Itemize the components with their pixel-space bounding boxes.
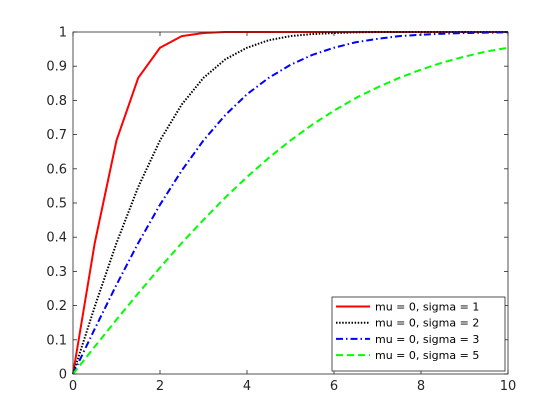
legend-label: mu = 0, sigma = 3 xyxy=(375,333,479,346)
y-tick-label: 0.4 xyxy=(46,231,67,246)
y-axis: 0 0.1 0.2 0.3 0.4 0.5 0.6 0.7 0.8 0.9 1 xyxy=(46,26,508,383)
legend-label: mu = 0, sigma = 5 xyxy=(375,349,479,362)
x-axis: 0 2 4 6 8 10 xyxy=(69,32,516,394)
y-tick-label: 0.9 xyxy=(46,60,67,75)
x-tick-label: 2 xyxy=(156,379,164,394)
y-tick-label: 0.5 xyxy=(46,197,67,212)
y-tick-label: 0.7 xyxy=(46,128,67,143)
y-tick-label: 0.2 xyxy=(46,299,67,314)
series-line-4 xyxy=(72,46,509,375)
y-tick-label: 0.1 xyxy=(46,333,67,348)
x-tick-label: 8 xyxy=(417,379,425,394)
x-tick-label: 10 xyxy=(500,379,517,394)
x-tick-label: 6 xyxy=(330,379,338,394)
y-tick-label: 1 xyxy=(59,26,67,41)
legend-box xyxy=(331,296,506,372)
legend-label: mu = 0, sigma = 2 xyxy=(375,317,479,330)
x-tick-label: 4 xyxy=(243,379,251,394)
y-tick-label: 0.6 xyxy=(46,162,67,177)
series-line-3 xyxy=(72,31,509,375)
legend: mu = 0, sigma = 1 mu = 0, sigma = 2 mu = 0… xyxy=(331,296,506,372)
y-tick-label: 0.3 xyxy=(46,265,67,280)
x-tick-label: 0 xyxy=(69,379,77,394)
y-tick-label: 0 xyxy=(59,368,67,383)
legend-label: mu = 0, sigma = 1 xyxy=(375,301,479,314)
series-line-2 xyxy=(72,31,508,375)
y-tick-label: 0.8 xyxy=(46,94,67,109)
